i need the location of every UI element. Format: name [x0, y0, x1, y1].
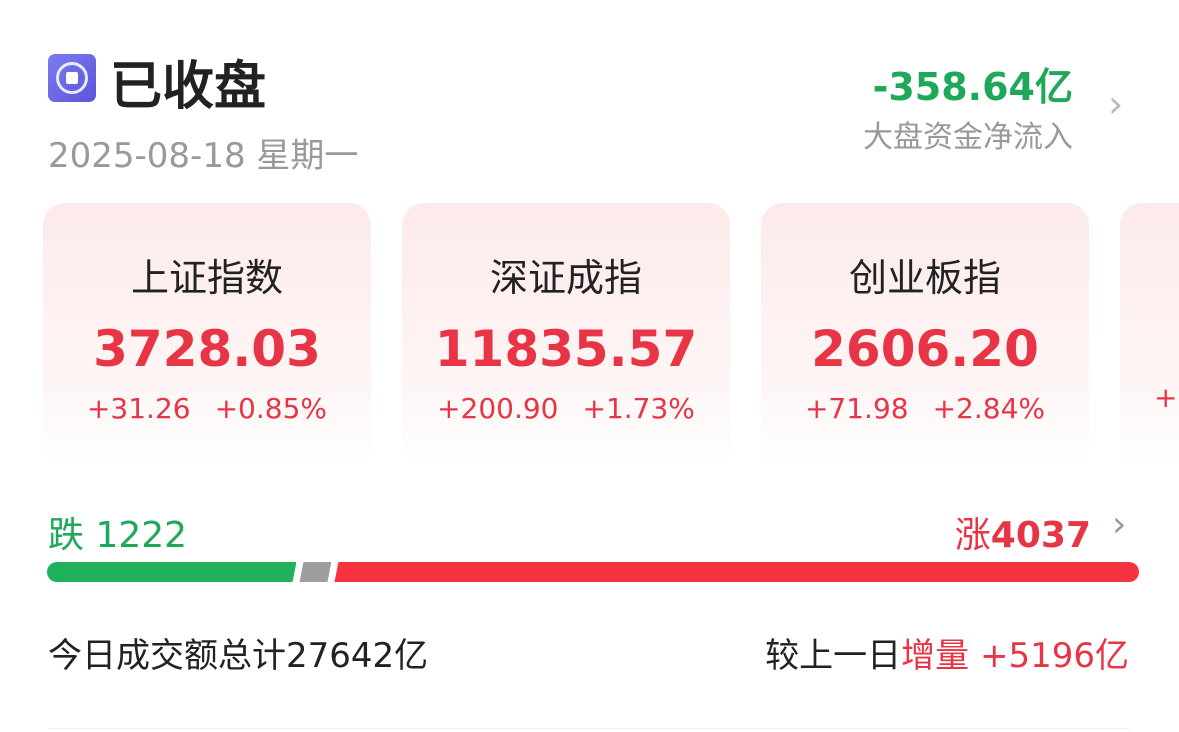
index-pct: +1.73% [582, 392, 695, 425]
advancers-segment [334, 562, 1139, 582]
net-inflow-label[interactable]: 大盘资金净流入 [863, 120, 1073, 155]
trade-date: 2025-08-18 星期一 [48, 128, 358, 177]
index-change: + [1154, 381, 1178, 414]
index-price: 3728.03 [93, 320, 321, 378]
turnover-value: 27642亿 [286, 636, 429, 676]
index-price: 11835.57 [434, 320, 698, 378]
flat-segment [299, 562, 331, 582]
decliners-segment [47, 562, 296, 582]
decliners-count: 跌 1222 [48, 506, 187, 558]
date-text: 2025-08-18 [48, 136, 246, 176]
market-closed-icon [48, 54, 96, 102]
decliners-value: 1222 [95, 515, 188, 556]
market-status-title: 已收盘 [110, 57, 267, 117]
compare-direction: 增量 [901, 636, 970, 676]
breadth-bar [47, 562, 1139, 582]
index-name: 创业板指 [848, 256, 1001, 300]
turnover-total: 今日成交额总计27642亿 [48, 628, 428, 677]
index-card-partial[interactable]: + [1120, 203, 1179, 468]
index-name: 深证成指 [489, 256, 642, 300]
index-card-chinext[interactable]: 创业板指 2606.20 +71.98 +2.84% [761, 203, 1089, 468]
index-pct: +2.84% [932, 392, 1046, 425]
index-pct: +0.85% [214, 392, 328, 425]
chevron-right-icon[interactable]: › [1108, 82, 1124, 126]
turnover-compare: 较上一日增量 +5196亿 [765, 628, 1129, 677]
index-name [1120, 247, 1179, 291]
index-card-shanghai[interactable]: 上证指数 3728.03 +31.26 +0.85% [43, 203, 371, 468]
advancers-count[interactable]: 涨4037 [955, 506, 1091, 558]
index-change: +31.26 [86, 392, 191, 425]
index-card-shenzhen[interactable]: 深证成指 11835.57 +200.90 +1.73% [402, 203, 730, 468]
divider [48, 728, 1131, 729]
index-name: 上证指数 [130, 256, 283, 300]
advancers-value: 4037 [990, 515, 1091, 556]
index-price [1120, 309, 1179, 367]
weekday-text: 星期一 [256, 136, 359, 176]
index-price: 2606.20 [811, 320, 1039, 378]
decliners-label: 跌 [48, 515, 85, 556]
advancers-label: 涨 [954, 515, 991, 556]
chevron-right-icon[interactable]: › [1112, 504, 1127, 545]
index-change: +200.90 [437, 392, 559, 425]
turnover-label: 今日成交额总计 [48, 636, 286, 676]
net-inflow-value[interactable]: -358.64亿 [872, 65, 1073, 109]
compare-label: 较上一日 [765, 636, 902, 676]
compare-value: +5196亿 [979, 636, 1129, 676]
index-change: +71.98 [804, 392, 909, 425]
